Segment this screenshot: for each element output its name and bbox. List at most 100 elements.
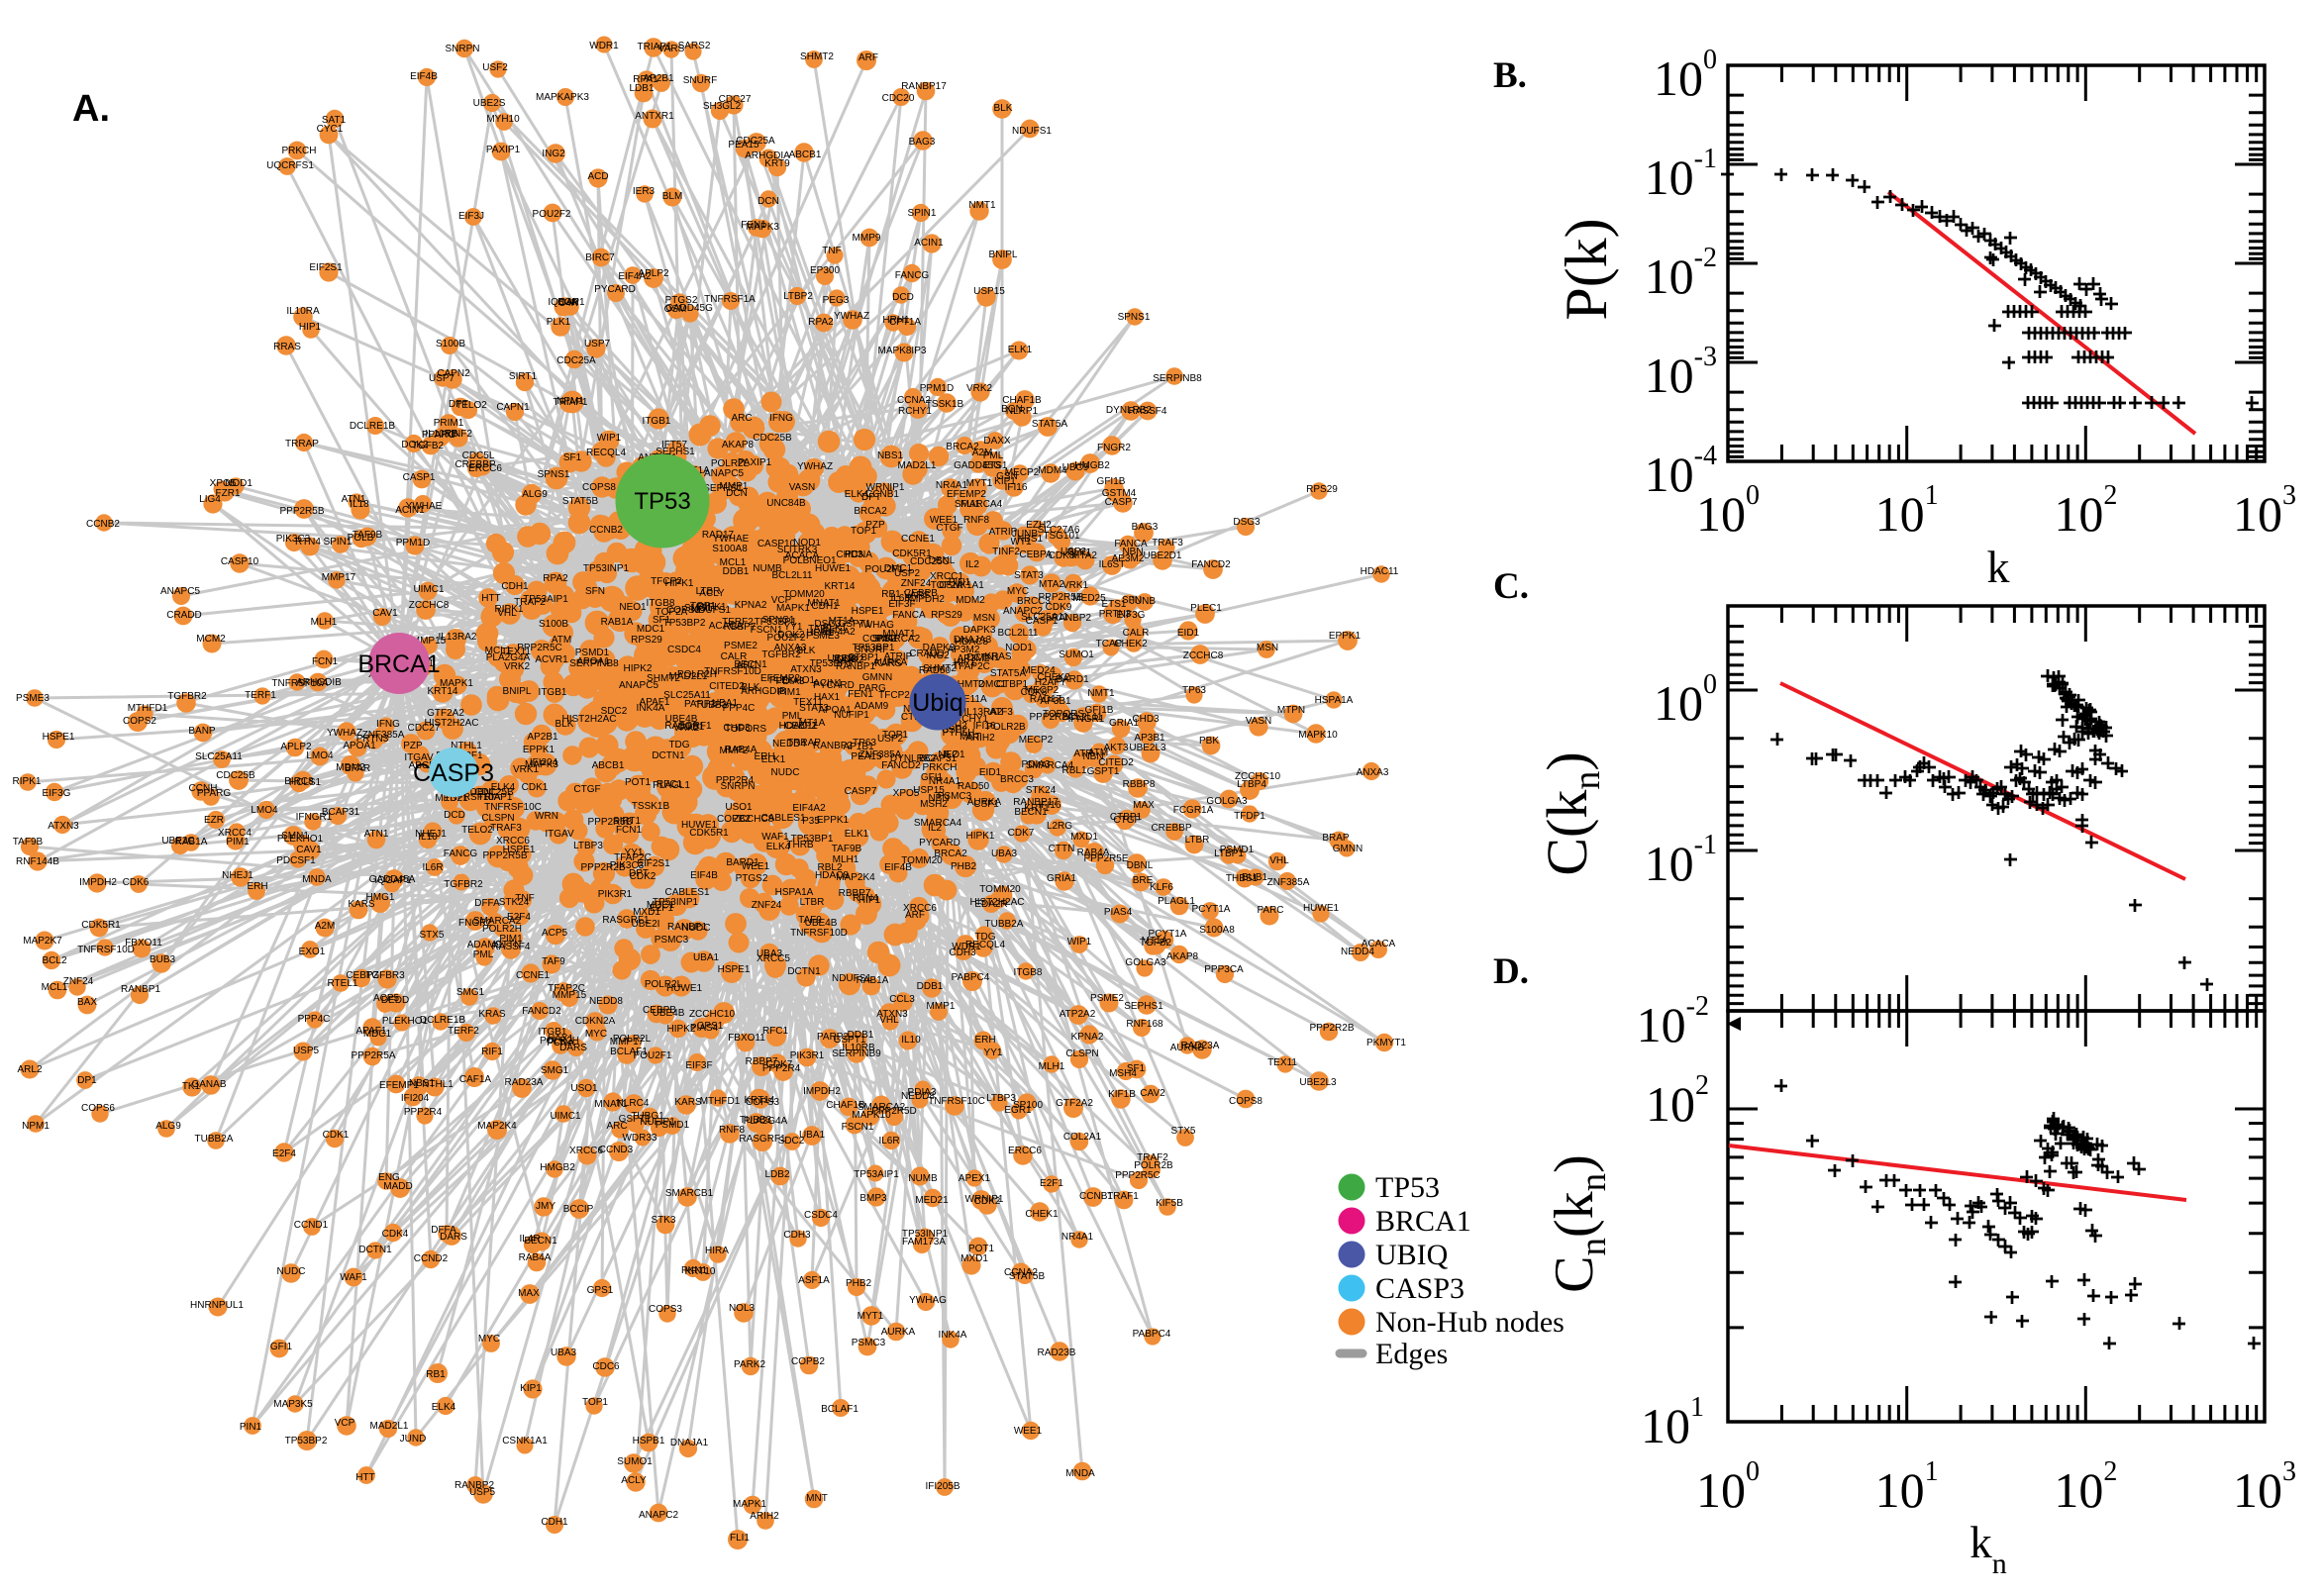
svg-text:COPS8: COPS8 (582, 482, 616, 493)
svg-text:MTHFD1: MTHFD1 (700, 1096, 741, 1107)
svg-text:PTHLH: PTHLH (943, 728, 975, 739)
svg-text:COPS8: COPS8 (1229, 1096, 1262, 1107)
svg-text:FLI1: FLI1 (960, 499, 980, 510)
svg-text:SPIN1: SPIN1 (908, 208, 937, 219)
svg-text:POLB: POLB (783, 555, 810, 566)
svg-text:UBE2L3: UBE2L3 (1299, 1077, 1337, 1088)
svg-text:RB1: RB1 (881, 589, 901, 600)
svg-text:HIST2H2AC: HIST2H2AC (969, 897, 1024, 908)
svg-text:NR4A1: NR4A1 (936, 480, 968, 491)
svg-text:EIF2S1: EIF2S1 (309, 262, 343, 273)
svg-text:FANCD2: FANCD2 (522, 1006, 561, 1017)
svg-text:E2F1: E2F1 (650, 903, 673, 914)
svg-text:JMY: JMY (536, 1201, 556, 1212)
svg-text:GSN: GSN (996, 471, 1018, 482)
svg-text:APAF1: APAF1 (640, 697, 670, 708)
svg-text:CCNB2: CCNB2 (86, 519, 120, 530)
svg-text:RPS29: RPS29 (931, 610, 962, 621)
svg-text:PLEKHO1: PLEKHO1 (769, 675, 816, 686)
svg-text:MTHFD1: MTHFD1 (128, 703, 168, 714)
svg-text:ATN1: ATN1 (364, 829, 389, 840)
svg-text:UBC9: UBC9 (1062, 462, 1089, 473)
svg-text:HDAC11: HDAC11 (1361, 566, 1399, 577)
svg-text:BRAP: BRAP (1322, 833, 1350, 844)
svg-text:LTBP3: LTBP3 (986, 1093, 1016, 1104)
svg-text:IFNG: IFNG (376, 719, 400, 730)
svg-text:RIPK1: RIPK1 (13, 776, 42, 787)
svg-text:KPNA2: KPNA2 (735, 600, 767, 611)
svg-text:UBE2I: UBE2I (632, 919, 660, 930)
svg-text:PIAS4: PIAS4 (1104, 907, 1133, 918)
svg-text:ENG: ENG (378, 1172, 400, 1183)
svg-text:TGFBR2: TGFBR2 (444, 879, 483, 890)
svg-text:MYT1: MYT1 (966, 478, 993, 489)
svg-text:NDUFS1: NDUFS1 (1012, 126, 1052, 137)
svg-text:NEO1: NEO1 (809, 555, 837, 566)
svg-text:PLAGL1: PLAGL1 (653, 780, 690, 791)
svg-text:CHD3: CHD3 (1132, 714, 1160, 725)
svg-text:PLK1: PLK1 (547, 317, 571, 328)
svg-text:TOMM20: TOMM20 (979, 884, 1021, 895)
svg-text:Edges: Edges (1375, 1338, 1448, 1370)
svg-text:XRCC6: XRCC6 (496, 836, 530, 847)
svg-text:CABLES1: CABLES1 (760, 813, 805, 824)
svg-text:FLI1: FLI1 (730, 1533, 750, 1544)
svg-text:C4R: C4R (558, 298, 578, 309)
svg-text:CPT1A: CPT1A (889, 317, 922, 328)
svg-text:TP53: TP53 (1375, 1171, 1440, 1204)
svg-text:PAXIP1: PAXIP1 (738, 457, 772, 468)
svg-text:APLP2: APLP2 (638, 268, 669, 279)
svg-text:WEE1: WEE1 (930, 515, 959, 526)
svg-text:IL6R: IL6R (878, 1136, 899, 1147)
svg-text:FSCN1: FSCN1 (842, 1122, 874, 1133)
svg-text:HTT: HTT (481, 593, 500, 604)
svg-text:EIF3F: EIF3F (685, 1060, 712, 1071)
svg-text:IFI16: IFI16 (1039, 800, 1061, 811)
svg-text:PBK: PBK (1199, 736, 1219, 747)
svg-text:RPA2: RPA2 (808, 317, 834, 328)
svg-text:RAB1A: RAB1A (857, 975, 889, 986)
svg-text:MMP1: MMP1 (927, 1001, 956, 1012)
svg-text:PCYT1A: PCYT1A (1192, 904, 1231, 915)
svg-text:HMG1: HMG1 (366, 892, 395, 903)
svg-text:FNGR2: FNGR2 (1097, 443, 1131, 453)
svg-text:SNRPN: SNRPN (445, 44, 479, 54)
svg-text:SPNS1: SPNS1 (762, 615, 795, 626)
svg-text:KRT14: KRT14 (745, 1095, 775, 1106)
svg-text:RTN4: RTN4 (295, 537, 321, 548)
svg-text:JUNB: JUNB (1130, 596, 1156, 607)
svg-text:PPP2R2A: PPP2R2A (1029, 712, 1073, 723)
svg-text:ARC: ARC (731, 413, 752, 424)
svg-text:NR4A1: NR4A1 (1061, 1232, 1094, 1243)
svg-text:RAB1A: RAB1A (601, 617, 634, 628)
svg-text:BAG3: BAG3 (1132, 522, 1159, 533)
svg-text:TP53INP1: TP53INP1 (583, 563, 630, 574)
svg-text:D.: D. (1493, 951, 1529, 992)
svg-text:ACLY: ACLY (621, 1475, 647, 1486)
svg-text:PLAGL1: PLAGL1 (1158, 896, 1195, 907)
svg-text:RAB1A: RAB1A (175, 837, 208, 848)
svg-text:MMP2: MMP2 (720, 746, 749, 756)
svg-text:VRK2: VRK2 (504, 661, 531, 672)
svg-text:TINF2: TINF2 (445, 429, 472, 440)
svg-text:CCND3: CCND3 (599, 1145, 634, 1155)
svg-text:MT1A: MT1A (799, 718, 826, 729)
svg-text:PSME2: PSME2 (724, 641, 758, 651)
svg-text:CDC27: CDC27 (719, 94, 752, 105)
svg-text:BANP: BANP (188, 726, 216, 737)
svg-text:MDC1: MDC1 (363, 1029, 392, 1040)
svg-text:CDK1: CDK1 (522, 782, 549, 793)
svg-text:TRAF2: TRAF2 (1137, 1152, 1168, 1163)
svg-text:PRTN3: PRTN3 (1099, 609, 1132, 620)
svg-text:VCP: VCP (335, 1418, 355, 1429)
svg-text:BIRC8: BIRC8 (284, 776, 314, 787)
svg-text:IL6R: IL6R (422, 862, 443, 873)
svg-text:GADD45A: GADD45A (369, 874, 416, 885)
svg-text:IMPDH2: IMPDH2 (803, 1086, 841, 1097)
svg-text:SMARCB1: SMARCB1 (665, 1188, 714, 1199)
svg-text:HNRNPUL1: HNRNPUL1 (190, 1300, 244, 1311)
svg-text:MLH1: MLH1 (1039, 1061, 1065, 1072)
svg-text:CSF1: CSF1 (973, 799, 999, 810)
svg-text:BMP3: BMP3 (859, 1193, 887, 1204)
svg-text:GMNN: GMNN (1333, 844, 1364, 854)
